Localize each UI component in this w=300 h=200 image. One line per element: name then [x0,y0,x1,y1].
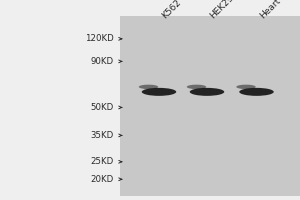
Text: 90KD: 90KD [91,57,114,66]
Text: HEK293: HEK293 [208,0,240,20]
Ellipse shape [139,85,158,89]
Ellipse shape [239,88,274,96]
Bar [120,16,300,196]
Text: 20KD: 20KD [91,175,114,184]
Ellipse shape [187,85,206,89]
Text: 120KD: 120KD [85,34,114,43]
Text: 35KD: 35KD [91,131,114,140]
Text: Heart: Heart [258,0,282,20]
Text: K562: K562 [160,0,183,20]
Text: 50KD: 50KD [91,103,114,112]
Ellipse shape [142,88,176,96]
Ellipse shape [236,85,256,89]
Ellipse shape [190,88,224,96]
Text: 25KD: 25KD [91,157,114,166]
